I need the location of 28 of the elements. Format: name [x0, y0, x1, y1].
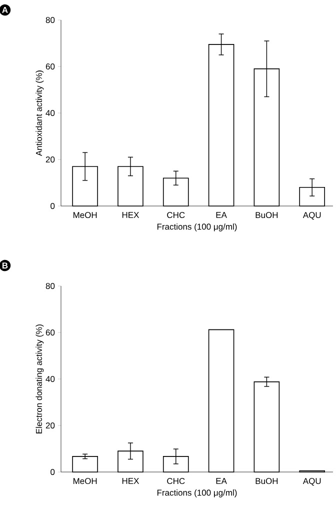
x-tick-label: BuOH — [256, 212, 278, 218]
x-tick-label: BuOH — [256, 478, 278, 484]
x-axis-title: Fractions (100 μg/ml) — [157, 223, 237, 232]
x-tick-label: CHC — [167, 212, 185, 218]
y-tick-label: 0 — [50, 468, 55, 476]
x-tick-label: MeOH — [73, 212, 97, 218]
y-axis-title: Electron donating activity (%) — [36, 324, 44, 434]
y-tick-label: 40 — [46, 376, 55, 382]
y-tick-label: 60 — [46, 330, 55, 336]
text: A — [2, 7, 8, 13]
x-tick-label: HEX — [122, 212, 140, 218]
y-tick-label: 0 — [50, 203, 55, 210]
x-tick-label: AQU — [302, 212, 321, 220]
x-tick-label: AQU — [302, 478, 321, 486]
x-tick-label: MeOH — [73, 478, 97, 484]
y-tick-label: 60 — [46, 64, 55, 70]
text: B — [2, 262, 8, 268]
x-tick-label: CHC — [167, 478, 185, 484]
y-tick-label: 40 — [46, 110, 55, 116]
x-axis-title: Fractions (100 μg/ml) — [157, 489, 237, 498]
y-tick-label: 20 — [46, 422, 55, 429]
y-tick-label: 20 — [46, 156, 55, 163]
y-axis-title: Antioxidant activity (%) — [36, 70, 44, 156]
x-tick-label: EA — [216, 478, 227, 484]
x-tick-label: EA — [216, 212, 227, 218]
y-tick-label: 80 — [46, 283, 55, 290]
y-tick-label: 80 — [46, 17, 55, 24]
x-tick-label: HEX — [122, 478, 140, 484]
